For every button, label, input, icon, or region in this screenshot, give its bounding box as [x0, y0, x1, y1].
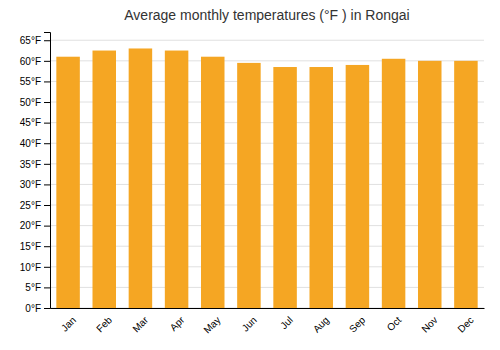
y-tick-mark — [44, 205, 50, 206]
y-tick-mark — [44, 40, 50, 41]
y-tick-mark — [44, 287, 50, 288]
bar — [346, 65, 370, 308]
y-tick-label: 40°F — [20, 138, 41, 149]
x-tick: Mar — [130, 314, 150, 334]
bars — [56, 48, 477, 308]
x-tick-label: Oct — [385, 314, 404, 333]
x-tick: Jul — [278, 314, 295, 331]
x-tick: Nov — [419, 314, 439, 334]
x-tick: Jan — [59, 314, 78, 333]
y-tick: 10°F — [20, 262, 50, 273]
bar — [273, 67, 297, 308]
grid — [50, 40, 484, 308]
y-tick-mark — [44, 308, 50, 309]
y-tick-label: 15°F — [20, 241, 41, 252]
x-tick: Sep — [347, 314, 368, 335]
y-tick-mark — [44, 102, 50, 103]
x-tick-label: Mar — [130, 314, 150, 334]
y-tick: 15°F — [20, 241, 50, 252]
bar — [454, 61, 478, 308]
y-tick-mark — [44, 123, 50, 124]
x-tick-label: Nov — [419, 314, 439, 334]
y-tick-label: 10°F — [20, 262, 41, 273]
y-tick-mark — [44, 143, 50, 144]
y-tick: 25°F — [20, 200, 50, 211]
x-tick: May — [202, 314, 223, 335]
x-tick: Oct — [385, 314, 404, 333]
bar — [165, 51, 189, 308]
y-tick-label: 0°F — [25, 303, 41, 314]
x-tick-label: Jul — [278, 314, 295, 331]
bar — [56, 57, 80, 308]
y-tick: 20°F — [20, 220, 50, 231]
y-tick-mark — [44, 246, 50, 247]
y-tick-mark — [44, 226, 50, 227]
bar — [309, 67, 333, 308]
bar — [129, 48, 153, 308]
chart: 0°F 5°F 10°F 15°F 20°F 25°F 30°F 35°F 40°F 45°F 50… — [0, 0, 500, 350]
y-tick-label: 50°F — [20, 97, 41, 108]
x-tick-label: Dec — [455, 314, 475, 334]
y-axis-line — [44, 33, 51, 309]
y-tick: 65°F — [20, 35, 50, 46]
x-tick: Apr — [168, 314, 187, 333]
x-tick-label: May — [202, 314, 223, 335]
x-tick-label: Aug — [311, 314, 331, 334]
x-tick-label: Jun — [240, 314, 259, 333]
x-tick: Dec — [455, 314, 475, 334]
bar — [382, 59, 406, 308]
bar — [237, 63, 261, 308]
y-tick: 0°F — [25, 303, 50, 314]
bar — [418, 61, 442, 308]
y-tick-mark — [44, 267, 50, 268]
bar — [92, 51, 116, 308]
y-tick: 60°F — [20, 56, 50, 67]
x-tick-label: Feb — [94, 314, 114, 334]
x-axis: Jan Feb Mar Apr May Jun Jul Aug Sep Oct Nov Dec — [51, 309, 485, 336]
y-tick: 40°F — [20, 138, 50, 149]
y-tick-label: 55°F — [20, 76, 41, 87]
y-tick-label: 30°F — [20, 179, 41, 190]
x-tick-label: Sep — [347, 314, 368, 335]
y-tick: 50°F — [20, 97, 50, 108]
y-tick-label: 35°F — [20, 159, 41, 170]
x-tick: Feb — [94, 314, 114, 334]
y-tick-mark — [44, 164, 50, 165]
y-tick-label: 45°F — [20, 117, 41, 128]
y-tick: 30°F — [20, 179, 50, 190]
y-tick-label: 5°F — [25, 282, 41, 293]
y-axis: 0°F 5°F 10°F 15°F 20°F 25°F 30°F 35°F 40°F 45°F 50… — [20, 33, 51, 314]
x-axis-line — [51, 308, 485, 309]
y-tick-mark — [44, 184, 50, 185]
y-tick: 5°F — [25, 282, 50, 293]
title: Average monthly temperatures (°F ) in Ro… — [124, 7, 409, 23]
y-tick-label: 25°F — [20, 200, 41, 211]
y-tick-mark — [44, 81, 50, 82]
y-tick-label: 65°F — [20, 35, 41, 46]
y-tick-mark — [44, 61, 50, 62]
x-tick-label: Apr — [168, 314, 187, 333]
y-tick: 35°F — [20, 159, 50, 170]
x-tick-label: Jan — [59, 314, 78, 333]
grid-line — [50, 40, 484, 41]
y-tick: 55°F — [20, 76, 50, 87]
y-tick-label: 60°F — [20, 56, 41, 67]
plot: 0°F 5°F 10°F 15°F 20°F 25°F 30°F 35°F 40°F 45°F 50… — [20, 33, 485, 336]
y-tick-label: 20°F — [20, 220, 41, 231]
y-tick: 45°F — [20, 117, 50, 128]
x-tick: Jun — [240, 314, 259, 333]
bar — [201, 57, 225, 308]
x-tick: Aug — [311, 314, 331, 334]
